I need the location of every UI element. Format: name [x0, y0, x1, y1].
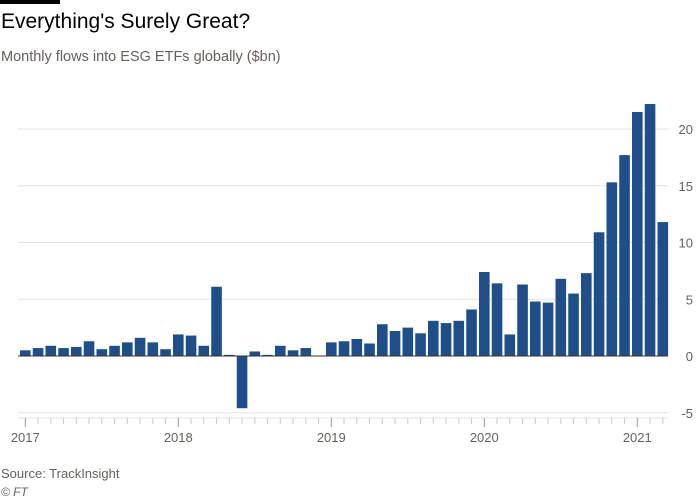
bar	[32, 348, 44, 356]
bar	[606, 182, 618, 356]
y-tick-label: -5	[681, 406, 693, 421]
bar	[198, 345, 210, 356]
bar	[185, 335, 197, 356]
bar	[644, 104, 656, 356]
bar	[326, 342, 337, 356]
x-tick-label: 2019	[317, 430, 346, 445]
source-note: Source: TrackInsight	[1, 466, 120, 481]
bar	[479, 272, 490, 356]
bar	[466, 309, 477, 356]
bar	[428, 320, 439, 356]
bar	[491, 283, 503, 356]
bar	[109, 345, 120, 356]
bar	[415, 333, 426, 356]
chart-title: Everything's Surely Great?	[1, 10, 251, 33]
bar	[377, 324, 388, 356]
bar	[134, 337, 146, 356]
x-tick-label: 2021	[623, 430, 652, 445]
bar	[530, 301, 541, 356]
bar	[657, 222, 669, 356]
bar	[593, 232, 605, 356]
top-rule	[0, 0, 60, 4]
bar	[351, 338, 363, 356]
x-tick-label: 2017	[11, 430, 40, 445]
bar	[71, 346, 82, 356]
bar	[122, 342, 133, 356]
y-tick-label: 0	[686, 349, 693, 364]
bar	[262, 354, 273, 357]
bar	[147, 342, 159, 356]
bar	[287, 350, 299, 356]
bar	[249, 351, 261, 356]
chart-subtitle: Monthly flows into ESG ETFs globally ($b…	[1, 49, 281, 65]
bar	[224, 354, 235, 357]
bar	[555, 278, 567, 356]
bar	[20, 350, 31, 356]
bar	[402, 327, 414, 357]
bar	[453, 320, 465, 356]
bar	[300, 348, 312, 356]
bar	[440, 323, 452, 356]
y-tick-label: 5	[686, 292, 693, 307]
bar	[275, 345, 286, 356]
bar	[542, 302, 554, 356]
bar	[581, 273, 592, 356]
bar	[83, 341, 95, 357]
bar	[45, 345, 57, 356]
bar-chart: -5 0 5 10 15 20 2017 2018 2019 2020 2021	[11, 104, 693, 445]
bar	[211, 286, 222, 356]
copyright-credit: © FT	[1, 485, 28, 499]
bar	[504, 334, 516, 356]
x-tick-label: 2020	[470, 430, 499, 445]
bar	[632, 111, 643, 356]
y-tick-label: 15	[679, 179, 693, 194]
bar	[236, 356, 248, 409]
y-tick-label: 20	[679, 122, 693, 137]
bar	[173, 334, 184, 356]
bar	[517, 284, 528, 356]
bar	[619, 155, 630, 356]
bar	[568, 293, 579, 356]
bar	[96, 349, 108, 356]
y-tick-label: 10	[679, 236, 693, 251]
bar	[58, 348, 69, 356]
bar	[389, 331, 401, 356]
bar	[338, 341, 350, 357]
bar	[160, 349, 171, 356]
bar	[364, 343, 375, 356]
x-tick-label: 2018	[164, 430, 193, 445]
